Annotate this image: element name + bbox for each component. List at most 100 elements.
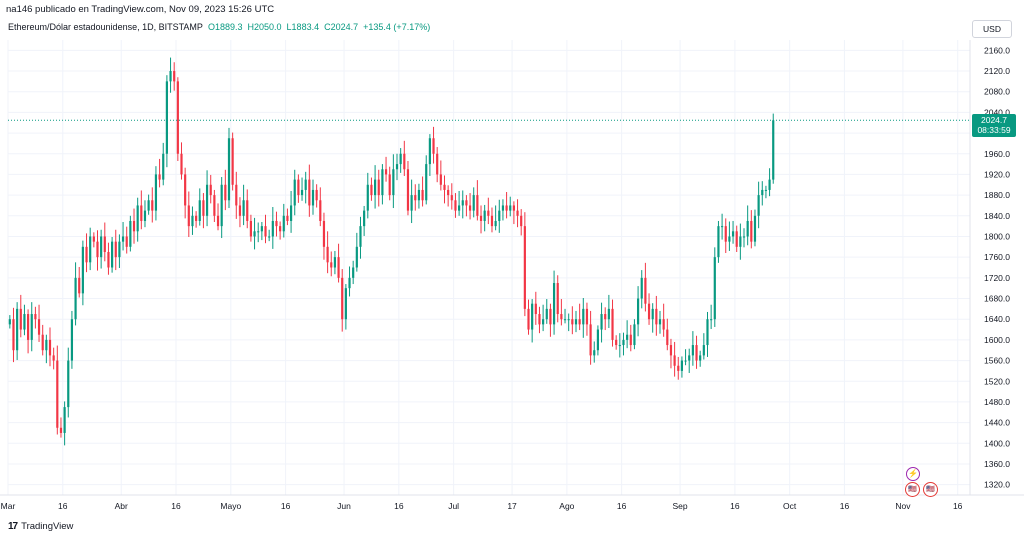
candle-body [78,277,81,294]
candle-body [388,174,391,196]
y-tick-label: 1960.0 [984,149,1010,159]
x-tick-label: Oct [783,501,797,511]
candle-body [688,355,691,361]
candle-body [662,319,665,330]
candle-body [282,215,285,232]
candle-body [224,184,227,201]
x-tick-label: Abr [115,501,128,511]
candle-body [30,314,33,340]
candle-body [494,220,497,227]
y-tick-label: 2120.0 [984,66,1010,76]
candle-body [582,308,585,325]
candle-body [764,189,768,191]
candle-body [542,319,545,325]
candle-body [121,236,125,242]
candle-body [8,319,11,325]
candle-body [549,308,552,325]
candle-body [454,200,457,211]
y-tick-label: 1680.0 [984,294,1010,304]
candle-body [67,360,70,408]
candle-body [651,308,654,320]
x-tick-label: 16 [394,501,404,511]
candle-body [483,210,486,221]
candle-body [512,205,515,211]
candle-body [468,205,472,211]
candle-body [202,200,205,216]
candle-body [728,236,731,242]
us-flag-event-icon-2[interactable]: 🇺🇸 [923,482,938,497]
candle-body [618,345,621,347]
candle-body [348,277,351,289]
candle-body [326,246,329,263]
y-tick-label: 1880.0 [984,190,1010,200]
candle-body [165,81,168,154]
currency-button[interactable]: USD [972,20,1012,38]
candle-body [607,308,610,320]
lightning-event-icon[interactable]: ⚡ [906,467,920,481]
tradingview-logo-icon: 17 [8,521,18,532]
candle-body [297,179,300,196]
candle-body [173,71,176,82]
x-tick-label: Mayo [220,501,241,511]
candle-body [158,174,161,180]
candle-body [742,236,746,238]
candle-body [465,200,468,206]
candle-body [710,319,713,321]
y-tick-label: 1920.0 [984,169,1010,179]
candle-body [125,236,128,247]
candle-body [246,200,249,221]
candle-body [107,251,110,268]
candle-body [658,319,662,325]
candle-body [669,345,673,356]
candle-body [34,314,37,320]
candle-body [498,210,501,221]
candle-body [490,215,494,227]
candle-body [319,200,322,221]
x-tick-label: Jun [337,501,351,511]
candle-body [443,184,446,190]
candle-body [552,283,556,325]
y-tick-label: 1560.0 [984,356,1010,366]
us-flag-event-icon[interactable]: 🇺🇸 [905,482,920,497]
candle-body [231,138,234,185]
candle-body [56,360,59,428]
x-tick-label: Nov [895,501,911,511]
candle-body [713,257,716,320]
candle-body [545,308,548,320]
candle-body [169,71,172,82]
candle-body [706,319,709,346]
y-tick-label: 1440.0 [984,418,1010,428]
candle-body [644,277,647,304]
candle-body [187,205,190,227]
y-tick-label: 1640.0 [984,314,1010,324]
candle-body [129,220,132,247]
x-tick-label: 16 [617,501,627,511]
candle-body [26,314,30,340]
x-tick-label: 16 [281,501,291,511]
candle-body [381,169,384,196]
candle-body [132,220,136,232]
candle-body [195,215,198,221]
candle-body [279,226,282,232]
candle-body [699,355,702,361]
candle-body [111,241,114,268]
candle-body [746,220,749,237]
x-tick-label: 16 [171,501,181,511]
candle-body [315,189,318,201]
candle-body [352,267,355,278]
candle-body [593,350,596,356]
candle-body [501,205,505,211]
y-tick-label: 1800.0 [984,231,1010,241]
candle-body [578,319,581,325]
candle-body [355,246,358,268]
candle-body [311,189,315,206]
candle-body [596,329,600,351]
candle-body [41,334,44,351]
candle-body [184,174,187,206]
candle-body [472,195,475,211]
candle-body [417,189,421,201]
candle-body [260,226,263,232]
candle-body [81,246,84,294]
candle-body [235,184,238,206]
